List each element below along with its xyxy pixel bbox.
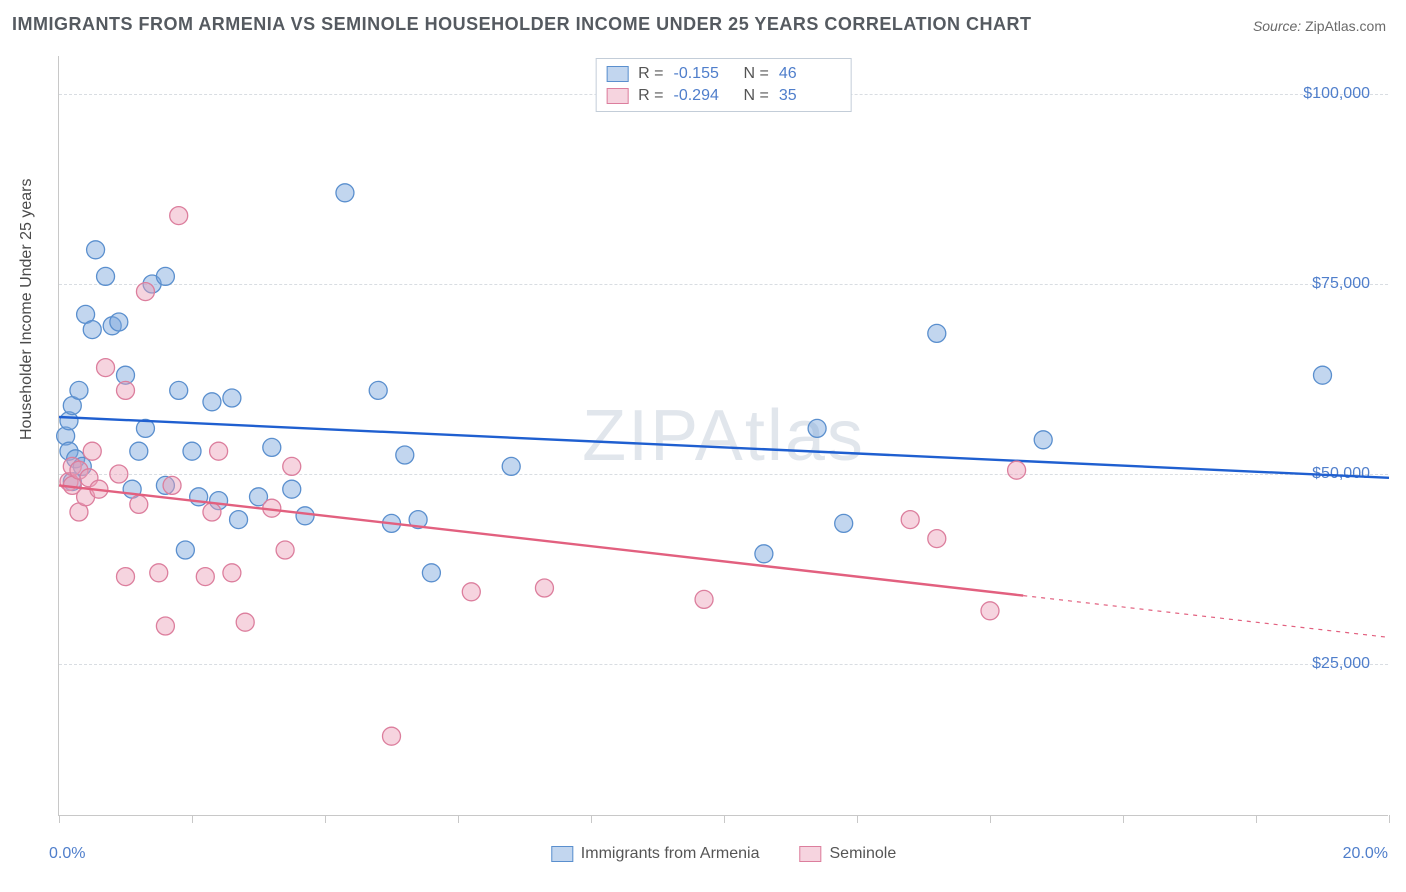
trend-line-dashed [1023,596,1389,638]
scatter-point [97,267,115,285]
scatter-point [156,617,174,635]
legend-item-2: Seminole [800,845,897,863]
scatter-point [97,359,115,377]
scatter-point [981,602,999,620]
scatter-point [336,184,354,202]
legend-label-2: Seminole [830,845,897,863]
legend-label-1: Immigrants from Armenia [581,845,760,863]
swatch-series-2 [606,88,628,104]
scatter-point [276,541,294,559]
scatter-point [283,480,301,498]
scatter-svg [59,56,1388,815]
stats-R-value-1: -0.155 [674,63,734,85]
scatter-point [87,241,105,259]
scatter-point [236,613,254,631]
legend-swatch-1 [551,846,573,862]
stats-row-series-2: R = -0.294 N = 35 [606,85,839,107]
x-tick [192,815,193,823]
stats-R-label: R = [638,85,663,107]
legend-swatch-2 [800,846,822,862]
scatter-point [83,442,101,460]
scatter-point [176,541,194,559]
chart-container: IMMIGRANTS FROM ARMENIA VS SEMINOLE HOUS… [0,0,1406,892]
scatter-point [422,564,440,582]
stats-N-label: N = [744,63,769,85]
x-tick [1256,815,1257,823]
scatter-point [150,564,168,582]
chart-title: IMMIGRANTS FROM ARMENIA VS SEMINOLE HOUS… [12,14,1032,35]
x-tick [458,815,459,823]
scatter-point [203,393,221,411]
x-tick [325,815,326,823]
scatter-point [928,324,946,342]
scatter-point [136,283,154,301]
scatter-point [1314,366,1332,384]
scatter-point [130,495,148,513]
scatter-point [70,381,88,399]
x-tick [1389,815,1390,823]
scatter-point [117,381,135,399]
x-tick [724,815,725,823]
scatter-point [130,442,148,460]
scatter-point [230,511,248,529]
stats-R-value-2: -0.294 [674,85,734,107]
x-tick [59,815,60,823]
stats-N-value-2: 35 [779,85,839,107]
x-axis-max-label: 20.0% [1343,845,1388,863]
scatter-point [396,446,414,464]
stats-N-value-1: 46 [779,63,839,85]
y-axis-title: Householder Income Under 25 years [18,179,36,440]
scatter-point [835,514,853,532]
legend: Immigrants from Armenia Seminole [551,845,896,863]
x-tick [591,815,592,823]
source-attribution: Source: ZipAtlas.com [1253,18,1386,34]
scatter-point [1034,431,1052,449]
plot-area: ZIPAtlas $25,000$50,000$75,000$100,000 R… [58,56,1388,816]
scatter-point [502,457,520,475]
source-value: ZipAtlas.com [1305,18,1386,34]
legend-item-1: Immigrants from Armenia [551,845,760,863]
scatter-point [901,511,919,529]
scatter-point [1008,461,1026,479]
source-label: Source: [1253,18,1301,34]
scatter-point [462,583,480,601]
scatter-point [170,381,188,399]
trend-line [59,417,1389,478]
scatter-point [808,419,826,437]
scatter-point [203,503,221,521]
x-tick [990,815,991,823]
scatter-point [110,313,128,331]
scatter-point [156,267,174,285]
scatter-point [110,465,128,483]
scatter-point [163,476,181,494]
scatter-point [383,727,401,745]
scatter-point [170,207,188,225]
scatter-point [210,442,228,460]
scatter-point [369,381,387,399]
scatter-point [196,568,214,586]
swatch-series-1 [606,66,628,82]
scatter-point [83,321,101,339]
scatter-point [263,438,281,456]
x-axis-min-label: 0.0% [49,845,85,863]
correlation-stats-box: R = -0.155 N = 46 R = -0.294 N = 35 [595,58,852,112]
scatter-point [117,568,135,586]
stats-R-label: R = [638,63,663,85]
scatter-point [755,545,773,563]
scatter-point [223,389,241,407]
scatter-point [535,579,553,597]
x-tick [1123,815,1124,823]
scatter-point [296,507,314,525]
scatter-point [183,442,201,460]
stats-N-label: N = [744,85,769,107]
scatter-point [283,457,301,475]
scatter-point [223,564,241,582]
x-tick [857,815,858,823]
scatter-point [928,530,946,548]
scatter-point [695,590,713,608]
stats-row-series-1: R = -0.155 N = 46 [606,63,839,85]
